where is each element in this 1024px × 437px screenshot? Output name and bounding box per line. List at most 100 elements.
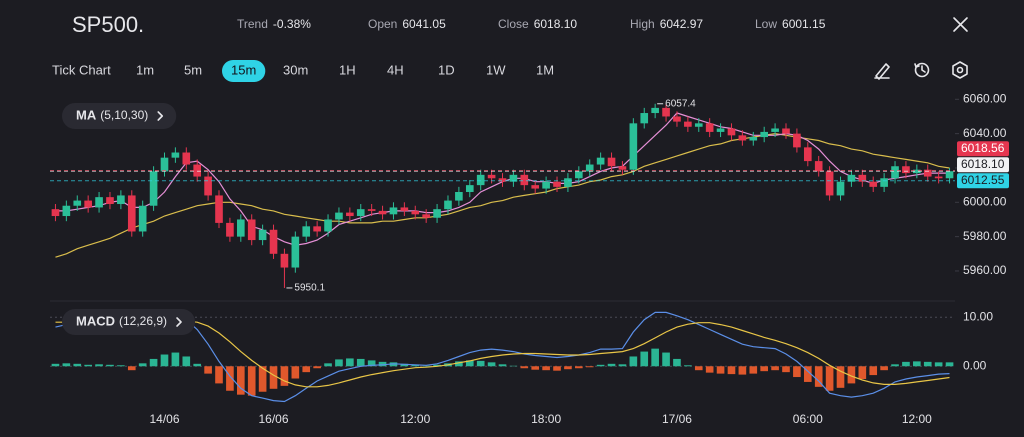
candle-body bbox=[389, 207, 398, 215]
histogram-bar bbox=[934, 362, 943, 367]
histogram-bar bbox=[825, 366, 834, 391]
candle-body bbox=[716, 128, 725, 132]
x-tick-label: 18:00 bbox=[531, 412, 561, 426]
candle-body bbox=[902, 166, 910, 174]
history-button[interactable] bbox=[914, 62, 930, 78]
candle-body bbox=[236, 219, 245, 237]
pill-bg bbox=[62, 103, 177, 129]
stat-value: 6041.05 bbox=[402, 17, 446, 31]
timeframe-tab[interactable]: 4H bbox=[387, 62, 404, 77]
histogram-bar bbox=[847, 366, 856, 384]
stat: Open 6041.05 bbox=[368, 17, 446, 31]
timeframe-label: 5m bbox=[184, 62, 202, 77]
histogram-bar bbox=[640, 351, 649, 367]
histogram-bar bbox=[607, 363, 616, 367]
timeframe-tab[interactable]: 1m bbox=[136, 62, 154, 77]
histogram-bar bbox=[269, 366, 278, 389]
histogram-bar bbox=[923, 361, 932, 367]
histogram-bar bbox=[258, 366, 267, 392]
histogram-bar bbox=[749, 366, 758, 374]
timeframe-label: 1H bbox=[339, 62, 356, 77]
candle-body bbox=[684, 121, 692, 127]
timeframe-tab[interactable]: 1D bbox=[438, 62, 455, 77]
indicator-params: (12,26,9) bbox=[119, 314, 167, 328]
timeframe-label: 4H bbox=[387, 62, 404, 77]
timeframe-tab[interactable]: 1M bbox=[536, 62, 554, 77]
annotation-label: 5950.1 bbox=[294, 283, 325, 294]
x-tick-label: 17/06 bbox=[662, 412, 692, 426]
timeframe-tab[interactable]: 15m bbox=[222, 60, 266, 82]
settings-button[interactable] bbox=[952, 61, 968, 79]
histogram-bar bbox=[84, 364, 92, 367]
timeframe-label: 15m bbox=[231, 62, 256, 77]
candle-body bbox=[226, 222, 234, 237]
histogram-bar bbox=[138, 363, 147, 367]
histogram-bar bbox=[902, 361, 910, 367]
candle-body bbox=[825, 171, 834, 196]
plot-area: 5960.005980.006000.006020.006040.006060.… bbox=[50, 91, 1009, 426]
histogram-bar bbox=[575, 366, 583, 369]
stat-value: 6001.15 bbox=[782, 17, 826, 31]
draw-tool-button[interactable] bbox=[874, 63, 890, 80]
stat-label: High bbox=[630, 17, 655, 31]
histogram-bar bbox=[618, 364, 627, 367]
histogram-bar bbox=[771, 366, 779, 371]
candle-body bbox=[313, 226, 321, 232]
close-button[interactable] bbox=[953, 17, 968, 32]
stat-label: Open bbox=[368, 17, 397, 31]
histogram-bar bbox=[149, 358, 158, 367]
histogram-bar bbox=[498, 364, 507, 367]
histogram-bar bbox=[127, 366, 136, 371]
histogram-bar bbox=[226, 366, 234, 391]
candle-body bbox=[324, 219, 332, 232]
histogram-bar bbox=[945, 362, 954, 367]
macd-line bbox=[55, 311, 950, 403]
candle-body bbox=[335, 212, 343, 220]
candle-body bbox=[356, 209, 365, 217]
candle-body bbox=[378, 210, 387, 215]
histogram-bar bbox=[324, 363, 332, 367]
candle-body bbox=[542, 181, 550, 189]
histogram-bar bbox=[520, 366, 529, 369]
candle-body bbox=[106, 197, 114, 205]
timeframe-label: 30m bbox=[283, 62, 308, 77]
histogram-bar bbox=[400, 363, 409, 367]
price-tag bbox=[957, 141, 1009, 157]
histogram-bar bbox=[836, 366, 845, 388]
stat: Close 6018.10 bbox=[498, 17, 577, 31]
histogram-bar bbox=[280, 366, 289, 386]
indicator-pill[interactable]: MA (5,10,30) bbox=[62, 103, 177, 129]
timeframe-tab[interactable]: 30m bbox=[283, 62, 308, 77]
candle-body bbox=[149, 171, 158, 206]
timeframe-tab[interactable]: 1H bbox=[339, 62, 356, 77]
histogram-bar bbox=[160, 354, 169, 367]
histogram-bar bbox=[433, 364, 441, 367]
histogram-bar bbox=[487, 362, 496, 367]
histogram-bar bbox=[313, 366, 321, 369]
symbol: SP500. bbox=[72, 12, 144, 37]
histogram-bar bbox=[814, 366, 823, 387]
candle-body bbox=[346, 212, 354, 217]
indicator-pill[interactable]: MACD (12,26,9) bbox=[62, 309, 196, 335]
candle-body bbox=[836, 181, 845, 196]
histogram-bar bbox=[651, 348, 659, 367]
timeframe-tab[interactable]: Tick Chart bbox=[52, 62, 111, 77]
chevron bbox=[176, 317, 182, 327]
candle-body bbox=[444, 200, 452, 210]
timeframe-tab[interactable]: 1W bbox=[486, 62, 506, 77]
histogram-bar bbox=[346, 358, 354, 367]
histogram-bar bbox=[629, 356, 638, 367]
histogram-bar bbox=[542, 366, 550, 371]
candle-body bbox=[465, 185, 474, 192]
candle-body bbox=[215, 195, 223, 223]
histogram-bar bbox=[596, 364, 605, 367]
timeframe-tab[interactable]: 5m bbox=[184, 62, 202, 77]
candle-body bbox=[182, 152, 191, 165]
candle-body bbox=[127, 195, 136, 232]
histogram-bar bbox=[716, 366, 725, 374]
stat-value: 6018.10 bbox=[534, 17, 578, 31]
candle-body bbox=[258, 229, 267, 241]
histogram-bar bbox=[291, 366, 300, 379]
